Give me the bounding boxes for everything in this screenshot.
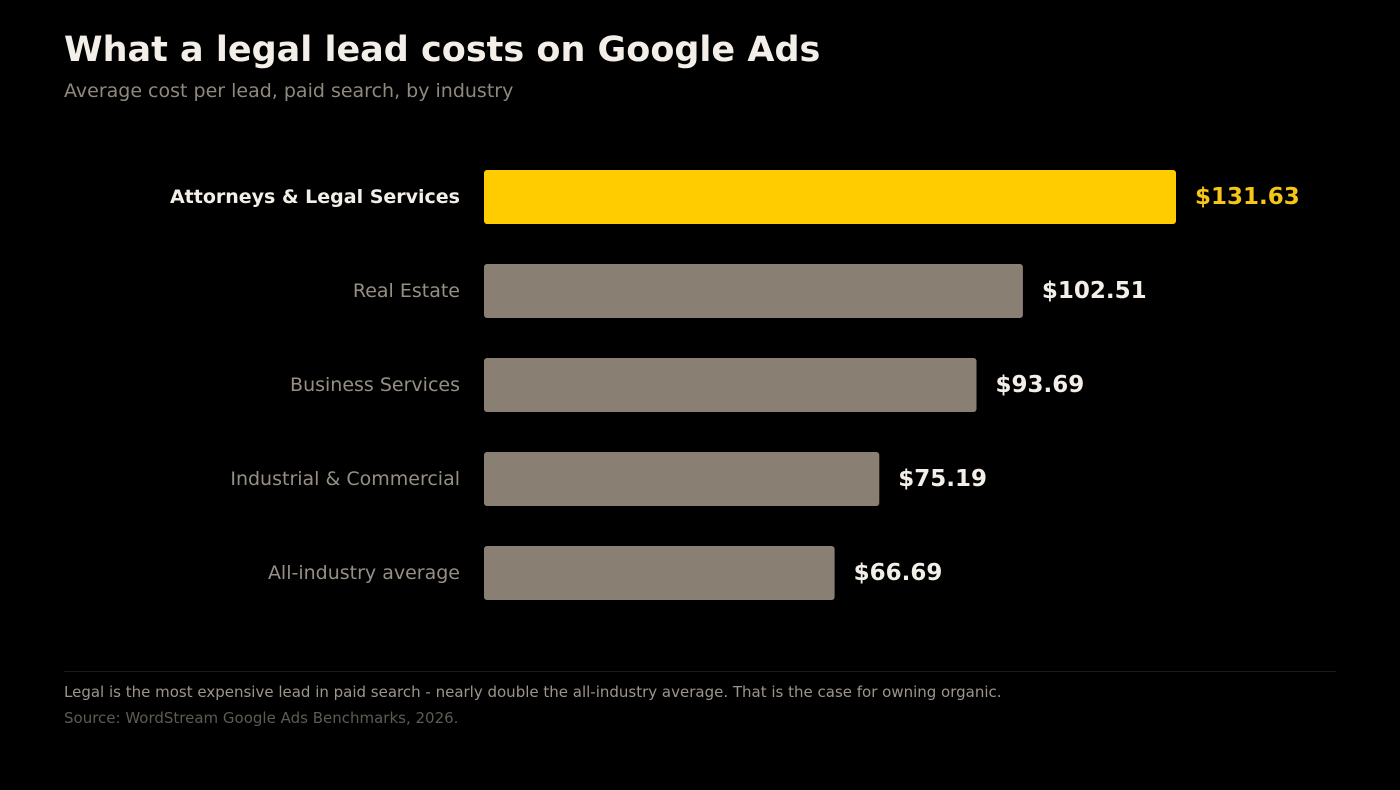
category-label-0: Attorneys & Legal Services (170, 186, 460, 208)
category-label-1: Real Estate (353, 280, 460, 302)
footer-divider (64, 671, 1336, 672)
bar-4 (484, 546, 835, 600)
chart-subtitle: Average cost per lead, paid search, by i… (64, 80, 514, 102)
bar-1 (484, 264, 1023, 318)
value-label-4: $66.69 (854, 560, 943, 586)
bar-chart: Attorneys & Legal Services $131.63 Real Es… (170, 170, 1300, 600)
chart-title: What a legal lead costs on Google Ads (64, 30, 821, 70)
bar-3 (484, 452, 880, 506)
chart-note: Legal is the most expensive lead in paid… (64, 683, 1002, 701)
bar-0 (484, 170, 1176, 224)
category-label-4: All-industry average (268, 562, 460, 584)
value-label-3: $75.19 (898, 466, 987, 492)
bar-2 (484, 358, 977, 412)
value-label-2: $93.69 (996, 372, 1085, 398)
chart-source: Source: WordStream Google Ads Benchmarks… (64, 709, 459, 727)
category-label-3: Industrial & Commercial (230, 468, 460, 490)
category-label-2: Business Services (290, 374, 460, 396)
value-label-1: $102.51 (1042, 278, 1147, 304)
value-label-0: $131.63 (1195, 184, 1300, 210)
